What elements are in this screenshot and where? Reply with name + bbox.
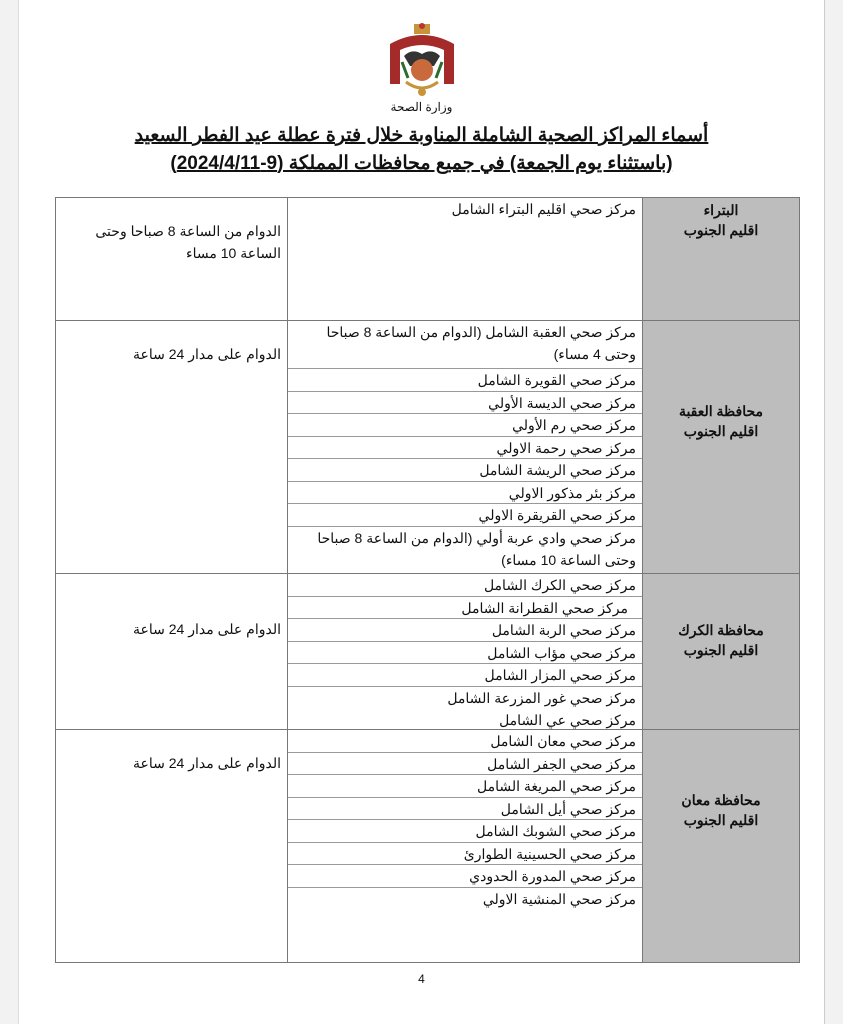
region-cell: البتراء اقليم الجنوب [642,198,799,320]
working-hours: الدوام من الساعة 8 صباحا وحتى الساعة 10 … [56,198,288,320]
center-item: مركز صحي غور المزرعة الشامل [447,689,636,706]
section-petra: البتراء اقليم الجنوب مركز صحي اقليم البت… [56,198,799,321]
center-item: مركز صحي رحمة الاولي [288,437,642,459]
ministry-name: وزارة الصحة [390,100,453,114]
region-name: البتراء [703,202,739,218]
center-item: مركز صحي الحسينية الطوارئ [288,843,642,865]
title-line-2: (باستثناء يوم الجمعة) في جميع محافظات ال… [170,153,673,174]
region-name: محافظة الكرك [678,622,764,638]
section-maan: محافظة معان اقليم الجنوب مركز صحي معان ا… [56,730,799,962]
subregion-name: اقليم الجنوب [683,423,759,439]
document-subtitle: (باستثناء يوم الجمعة) في جميع محافظات ال… [0,152,843,175]
center-item: مركز صحي مؤاب الشامل [288,642,642,664]
document-title: أسماء المراكز الصحية الشاملة المناوبة خل… [0,124,843,147]
region-name: محافظة العقبة [678,403,764,419]
center-item: مركز صحي الريشة الشامل [288,459,642,482]
centers-list: مركز صحي اقليم البتراء الشامل [288,198,642,220]
subregion-name: اقليم الجنوب [683,812,759,828]
region-name: محافظة معان [681,792,761,808]
center-item: مركز صحي اقليم البتراء الشامل [451,201,636,217]
center-item: مركز صحي الربة الشامل [288,619,642,642]
center-item: مركز صحي القويرة الشامل [288,369,642,392]
working-hours: الدوام على مدار 24 ساعة [56,730,288,962]
center-item: مركز صحي المريغة الشامل [288,775,642,798]
subregion-name: اقليم الجنوب [683,642,759,658]
center-item: مركز صحي الجفر الشامل [288,753,642,775]
center-item: مركز صحي الكرك الشامل [288,574,642,597]
center-item: مركز صحي عي الشامل [499,711,636,728]
section-aqaba: محافظة العقبة اقليم الجنوب مركز صحي العق… [56,321,799,574]
center-item: مركز صحي العقبة الشامل (الدوام من الساعة… [288,321,642,369]
center-item: مركز صحي رم الأولي [288,414,642,437]
center-item: مركز صحي وادي عربة أولي (الدوام من الساع… [317,529,636,568]
region-cell: محافظة معان اقليم الجنوب [642,730,799,962]
page-number: 4 [418,972,425,986]
working-hours: الدوام على مدار 24 ساعة [56,321,288,573]
center-item: مركز صحي الشوبك الشامل [288,820,642,843]
centers-list: مركز صحي الكرك الشامل مركز صحي القطرانة … [288,574,642,731]
center-item: مركز صحي الديسة الأولي [288,392,642,414]
region-cell: محافظة الكرك اقليم الجنوب [642,574,799,729]
center-item: مركز صحي المدورة الحدودي [288,865,642,888]
health-centers-table: البتراء اقليم الجنوب مركز صحي اقليم البت… [55,197,800,963]
center-item: مركز صحي القريقرة الاولي [288,504,642,527]
title-line-1: أسماء المراكز الصحية الشاملة المناوبة خل… [134,125,709,146]
centers-list: مركز صحي معان الشامل مركز صحي الجفر الشا… [288,730,642,910]
coat-of-arms-emblem [390,23,454,96]
center-item: مركز صحي أيل الشامل [288,798,642,820]
center-item: مركز بئر مذكور الاولي [288,482,642,504]
region-cell: محافظة العقبة اقليم الجنوب [642,321,799,573]
section-karak: محافظة الكرك اقليم الجنوب مركز صحي الكرك… [56,574,799,730]
center-item: مركز صحي القطرانة الشامل [288,597,642,619]
center-item: مركز صحي المزار الشامل [288,664,642,687]
subregion-name: اقليم الجنوب [683,222,759,238]
center-item: مركز صحي معان الشامل [288,730,642,753]
centers-list: مركز صحي العقبة الشامل (الدوام من الساعة… [288,321,642,574]
center-item: مركز صحي المنشية الاولي [482,890,636,907]
working-hours: الدوام على مدار 24 ساعة [56,574,288,729]
